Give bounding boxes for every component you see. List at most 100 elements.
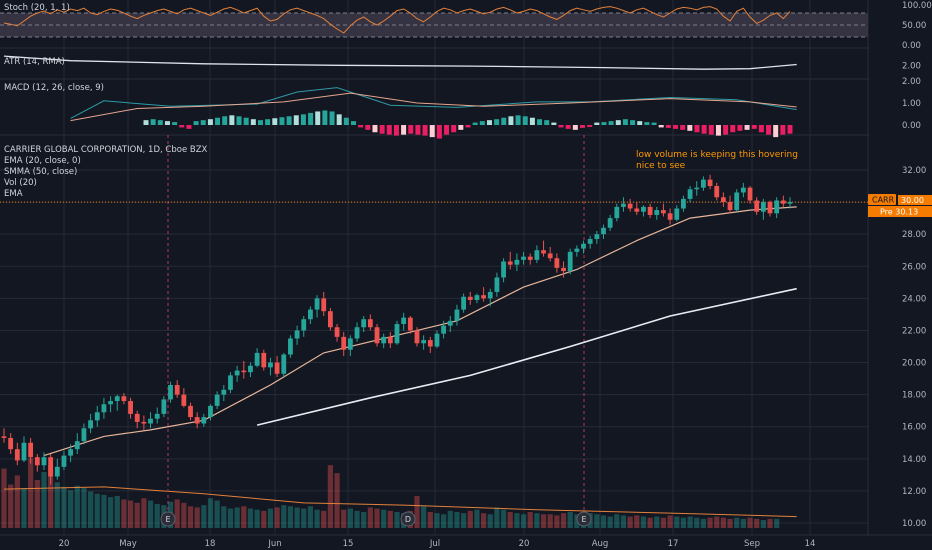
volume-bar — [414, 496, 420, 528]
candle-body — [381, 336, 387, 344]
candle-body — [301, 319, 307, 331]
volume-bar — [147, 500, 154, 528]
volume-bar — [540, 514, 547, 528]
stoch-label: Stoch (20, 1, 1) — [4, 3, 70, 13]
candle-body — [541, 250, 546, 254]
volume-bar — [534, 513, 540, 528]
macd-hist-bar — [708, 125, 714, 135]
price-tick: 26.00 — [902, 262, 926, 272]
candle-body — [248, 365, 253, 373]
volume-bar — [707, 517, 713, 528]
volume-bar — [214, 500, 220, 528]
volume-bar — [441, 514, 447, 528]
volume-bar — [514, 513, 520, 528]
macd-hist-bar — [215, 117, 221, 125]
macd-hist-bar — [444, 125, 450, 135]
volume-bar — [700, 518, 707, 528]
volume-bar — [667, 515, 673, 528]
volume-bar — [647, 517, 653, 528]
macd-hist-bar — [172, 122, 178, 125]
macd-signal-line — [70, 92, 797, 122]
volume-bar — [107, 497, 114, 528]
macd-hist-bar — [694, 125, 700, 133]
volume-bar — [507, 512, 513, 528]
volume-bar — [87, 491, 94, 528]
last-price-tag-text: 30.00 — [901, 196, 924, 205]
macd-hist-bar — [715, 125, 721, 136]
time-axis-bg — [0, 535, 932, 550]
macd-hist-bar — [279, 117, 285, 125]
volume-bar — [474, 509, 480, 528]
volume-bar — [694, 517, 700, 528]
volume-bar — [48, 465, 54, 528]
price-tick: 18.00 — [902, 391, 926, 401]
macd-hist-bar — [486, 120, 492, 125]
macd-hist-bar — [787, 125, 793, 134]
candle-body — [694, 187, 700, 190]
volume-bar — [734, 517, 740, 528]
macd-hist-bar — [300, 114, 306, 125]
macd-label: MACD (12, 26, close, 9) — [4, 83, 104, 93]
macd-hist-bar — [250, 119, 256, 125]
macd-hist-bar — [615, 120, 621, 125]
price-tick: 32.00 — [902, 166, 926, 176]
macd-hist-bar — [143, 120, 149, 125]
candle-body — [374, 327, 380, 344]
candle-body — [474, 295, 480, 300]
candle-body — [527, 256, 533, 260]
volume-bar — [54, 482, 60, 528]
chart-title: CARRIER GLOBAL CORPORATION, 1D, Cboe BZX — [4, 145, 208, 155]
candle-body — [654, 210, 660, 215]
macd-tick: 0.00 — [902, 121, 921, 131]
time-axis[interactable]: 20 May 18 Jun 15 Jul 20 Aug 17 Sep 14 — [0, 534, 932, 550]
candle-body — [401, 317, 407, 325]
candle-body — [681, 198, 686, 209]
macd-hist-bar — [780, 125, 786, 135]
chart-annotation: low volume is keeping this hovering nice… — [636, 150, 798, 171]
macd-hist-bar — [565, 125, 571, 129]
vol-legend: Vol (20) — [4, 178, 37, 188]
candle-body — [88, 420, 93, 429]
volume-bar — [294, 507, 300, 528]
macd-hist-bar — [622, 119, 628, 125]
last-price-tag — [898, 195, 932, 205]
macd-hist-bar — [723, 125, 729, 135]
macd-hist-bar — [608, 121, 614, 125]
volume-bar — [267, 508, 274, 528]
ema-line — [43, 206, 797, 457]
macd-hist-bar — [680, 125, 686, 130]
macd-hist-bar — [458, 125, 464, 130]
candle-body — [274, 362, 280, 374]
price-tick: 28.00 — [902, 230, 926, 240]
volume-bar — [274, 507, 280, 528]
volume-bar — [600, 515, 607, 528]
macd-hist-bar — [601, 122, 607, 125]
candle-body — [594, 234, 600, 239]
candle-body — [28, 442, 34, 458]
macd-hist-bar — [265, 119, 271, 125]
candle-body — [241, 370, 247, 373]
pre-price-tag — [868, 206, 932, 217]
price-tick: 24.00 — [902, 294, 926, 304]
candle-body — [674, 208, 680, 220]
candle-body — [48, 457, 54, 477]
candle-body — [574, 248, 580, 252]
candle-body — [221, 389, 227, 395]
volume-bar — [640, 516, 647, 528]
macd-hist-bar — [379, 125, 385, 134]
volume-bar — [201, 505, 207, 528]
candle-body — [447, 320, 453, 326]
macd-hist-bar — [351, 121, 357, 125]
time-tick: 18 — [205, 539, 216, 549]
price-axis[interactable]: 100.00 50.00 0.00 2.00 2.00 1.00 0.00 10.00 12.0… — [868, 0, 932, 550]
time-tick: Sep — [744, 539, 760, 549]
candle-body — [641, 206, 646, 212]
volume-bar — [487, 514, 493, 528]
candle-body — [94, 412, 100, 421]
volume-bar — [347, 508, 353, 528]
macd-hist-bar — [701, 125, 707, 134]
volume-bar — [261, 510, 267, 528]
macd-pane — [70, 87, 797, 139]
volume-bar — [554, 515, 560, 528]
